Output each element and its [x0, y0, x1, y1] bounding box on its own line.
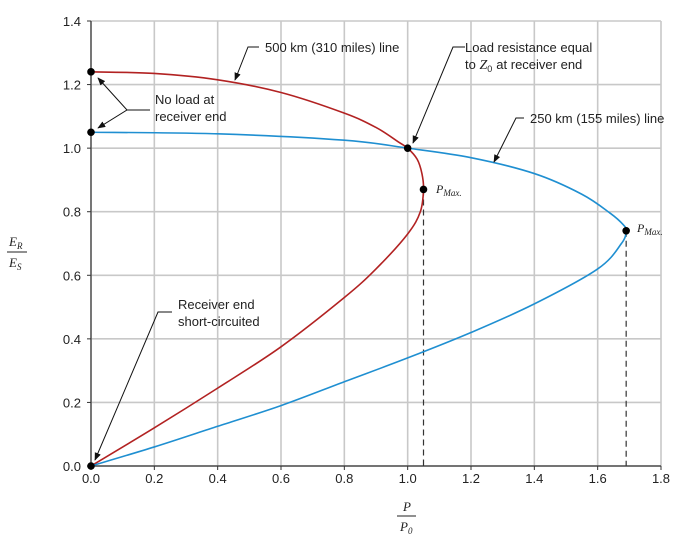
- data-point-marker: [87, 128, 95, 137]
- label-500km-line: 500 km (310 miles) line: [265, 40, 399, 55]
- annotation-arrows: [94, 46, 524, 461]
- data-point-marker: [87, 462, 95, 470]
- y-tick-label: 0.0: [63, 459, 81, 474]
- x-tick-label: 1.2: [462, 471, 480, 486]
- svg-text:P0: P0: [399, 519, 413, 536]
- x-tick-label: 0.4: [209, 471, 227, 486]
- label-250km-line: 250 km (155 miles) line: [530, 111, 664, 126]
- data-point-marker: [403, 144, 412, 152]
- x-tick-label: 1.6: [589, 471, 607, 486]
- x-tick-label: 0.6: [272, 471, 290, 486]
- label-short-circuit-1: Receiver end: [178, 297, 255, 312]
- y-tick-labels: 0.0 0.2 0.4 0.6 0.8 1.0 1.2 1.4: [63, 14, 81, 474]
- arrow-500km-line: [234, 46, 259, 81]
- axes: [87, 20, 662, 470]
- svg-text:ES: ES: [8, 255, 22, 272]
- svg-text:P: P: [402, 499, 411, 514]
- y-tick-label: 1.0: [63, 141, 81, 156]
- series-curves: [90, 71, 628, 467]
- x-tick-label: 0.0: [82, 471, 100, 486]
- x-tick-label: 0.2: [145, 471, 163, 486]
- y-axis-label: ER ES: [7, 234, 27, 272]
- grid-lines: [90, 20, 662, 467]
- arrow-load-resistance: [412, 46, 465, 144]
- arrow-no-load-lower: [97, 109, 150, 129]
- data-point-marker: [419, 185, 428, 194]
- x-tick-label: 1.4: [525, 471, 543, 486]
- svg-text:ER: ER: [8, 234, 23, 251]
- y-tick-label: 0.6: [63, 268, 81, 283]
- data-point-marker: [622, 226, 630, 235]
- label-pmax-250km: PMax.: [636, 221, 663, 237]
- x-axis-label: P P0: [397, 499, 416, 536]
- label-load-resistance-1: Load resistance equal: [465, 40, 592, 55]
- y-tick-label: 0.4: [63, 332, 81, 347]
- arrow-no-load-upper: [97, 77, 150, 111]
- data-point-marker: [87, 68, 95, 76]
- arrow-short-circuit: [94, 311, 172, 461]
- label-short-circuit-2: short-circuited: [178, 314, 260, 329]
- label-no-load-2: receiver end: [155, 109, 227, 124]
- pmax-drop-lines: [422, 189, 627, 466]
- series-line-500km: [90, 71, 425, 467]
- x-tick-labels: 0.0 0.2 0.4 0.6 0.8 1.0 1.2 1.4 1.6 1.8: [82, 471, 670, 486]
- y-tick-label: 1.4: [63, 14, 81, 29]
- y-tick-label: 0.2: [63, 395, 81, 410]
- label-pmax-500km: PMax.: [435, 182, 462, 198]
- y-tick-label: 0.8: [63, 205, 81, 220]
- series-line-250km: [90, 131, 628, 467]
- point-markers: [87, 68, 630, 470]
- arrow-250km-line: [493, 117, 524, 163]
- label-no-load-1: No load at: [155, 92, 215, 107]
- label-load-resistance-2: to Z0 at receiver end: [465, 57, 582, 74]
- y-tick-label: 1.2: [63, 78, 81, 93]
- x-tick-label: 1.8: [652, 471, 670, 486]
- x-tick-label: 0.8: [335, 471, 353, 486]
- x-tick-label: 1.0: [399, 471, 417, 486]
